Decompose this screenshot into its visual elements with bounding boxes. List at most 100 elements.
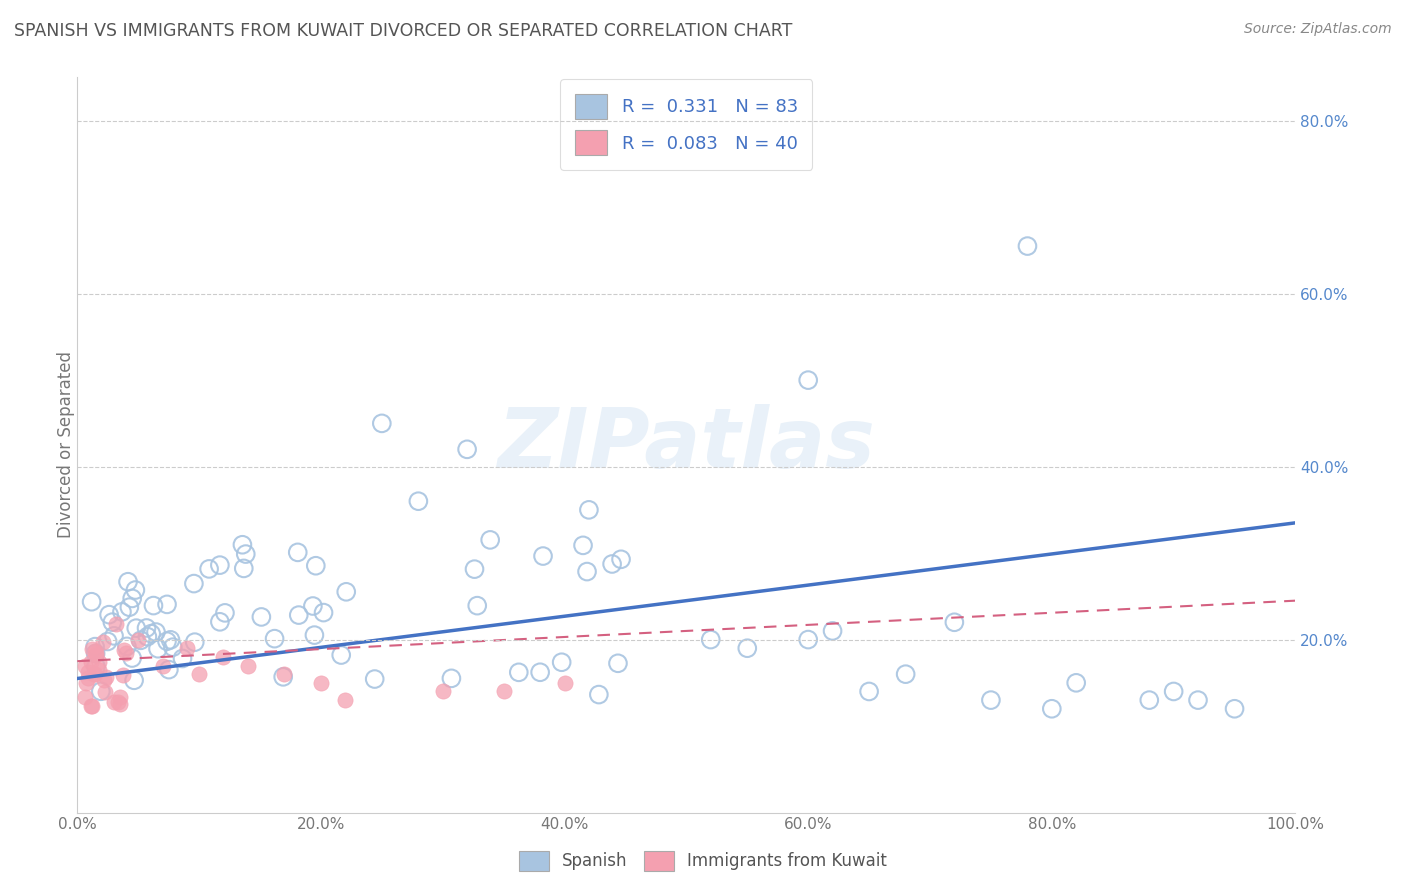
Point <box>235 547 257 561</box>
Point <box>607 657 630 671</box>
Point <box>287 608 309 623</box>
Point <box>1163 684 1185 698</box>
Point <box>77 672 100 686</box>
Point <box>305 558 328 573</box>
Point <box>943 615 966 630</box>
Point <box>101 615 124 629</box>
Point <box>273 667 295 681</box>
Point <box>129 633 152 648</box>
Point <box>124 582 146 597</box>
Point <box>271 670 294 684</box>
Point <box>797 373 820 387</box>
Point <box>231 538 253 552</box>
Point <box>75 658 97 673</box>
Point <box>142 599 165 613</box>
Point <box>572 538 595 552</box>
Point <box>93 673 115 688</box>
Point <box>84 647 107 661</box>
Point <box>84 640 107 654</box>
Point <box>797 632 820 647</box>
Point <box>588 688 610 702</box>
Point <box>117 574 139 589</box>
Point <box>83 666 105 681</box>
Point <box>121 651 143 665</box>
Point <box>104 617 127 632</box>
Point <box>84 644 107 658</box>
Point <box>94 685 117 699</box>
Point <box>115 647 138 661</box>
Point <box>463 562 485 576</box>
Point <box>156 598 179 612</box>
Point <box>330 648 353 662</box>
Point <box>82 641 104 656</box>
Point <box>208 615 231 629</box>
Point <box>80 655 103 669</box>
Point <box>821 624 844 638</box>
Point <box>250 610 273 624</box>
Point <box>304 628 326 642</box>
Point <box>735 641 758 656</box>
Point <box>576 565 599 579</box>
Point <box>465 599 488 613</box>
Point <box>198 562 221 576</box>
Point <box>156 634 179 648</box>
Y-axis label: Divorced or Separated: Divorced or Separated <box>58 351 75 539</box>
Point <box>214 606 236 620</box>
Point <box>1223 702 1246 716</box>
Point <box>98 607 121 622</box>
Point <box>208 558 231 573</box>
Point <box>184 635 207 649</box>
Point <box>1064 675 1087 690</box>
Point <box>157 663 180 677</box>
Point <box>610 552 633 566</box>
Point <box>103 695 125 709</box>
Point <box>408 494 430 508</box>
Point <box>84 659 107 673</box>
Point <box>335 693 357 707</box>
Point <box>212 649 235 664</box>
Point <box>364 672 387 686</box>
Point <box>578 503 600 517</box>
Point <box>145 625 167 640</box>
Point <box>91 635 114 649</box>
Point <box>312 606 335 620</box>
Point <box>1040 702 1063 716</box>
Point <box>302 599 325 613</box>
Point <box>146 641 169 656</box>
Legend: R =  0.331   N = 83, R =  0.083   N = 40: R = 0.331 N = 83, R = 0.083 N = 40 <box>561 79 813 170</box>
Point <box>432 684 454 698</box>
Point <box>80 699 103 714</box>
Point <box>550 655 572 669</box>
Point <box>508 665 530 680</box>
Point <box>86 646 108 660</box>
Point <box>700 632 723 647</box>
Point <box>236 658 259 673</box>
Point <box>77 665 100 680</box>
Point <box>103 629 125 643</box>
Point <box>1187 693 1209 707</box>
Point <box>531 549 554 563</box>
Legend: Spanish, Immigrants from Kuwait: Spanish, Immigrants from Kuwait <box>510 842 896 880</box>
Point <box>141 626 163 640</box>
Point <box>79 699 101 714</box>
Point <box>263 632 285 646</box>
Point <box>125 621 148 635</box>
Point <box>309 675 332 690</box>
Point <box>152 658 174 673</box>
Text: SPANISH VS IMMIGRANTS FROM KUWAIT DIVORCED OR SEPARATED CORRELATION CHART: SPANISH VS IMMIGRANTS FROM KUWAIT DIVORC… <box>14 22 793 40</box>
Point <box>97 634 120 648</box>
Point <box>529 665 551 680</box>
Point <box>111 605 134 619</box>
Point <box>232 561 254 575</box>
Point <box>554 675 576 690</box>
Point <box>135 621 157 635</box>
Point <box>89 663 111 677</box>
Point <box>371 417 394 431</box>
Point <box>492 684 515 698</box>
Point <box>94 670 117 684</box>
Point <box>335 584 357 599</box>
Point <box>111 668 134 682</box>
Point <box>858 684 880 698</box>
Point <box>479 533 502 547</box>
Point <box>159 632 181 647</box>
